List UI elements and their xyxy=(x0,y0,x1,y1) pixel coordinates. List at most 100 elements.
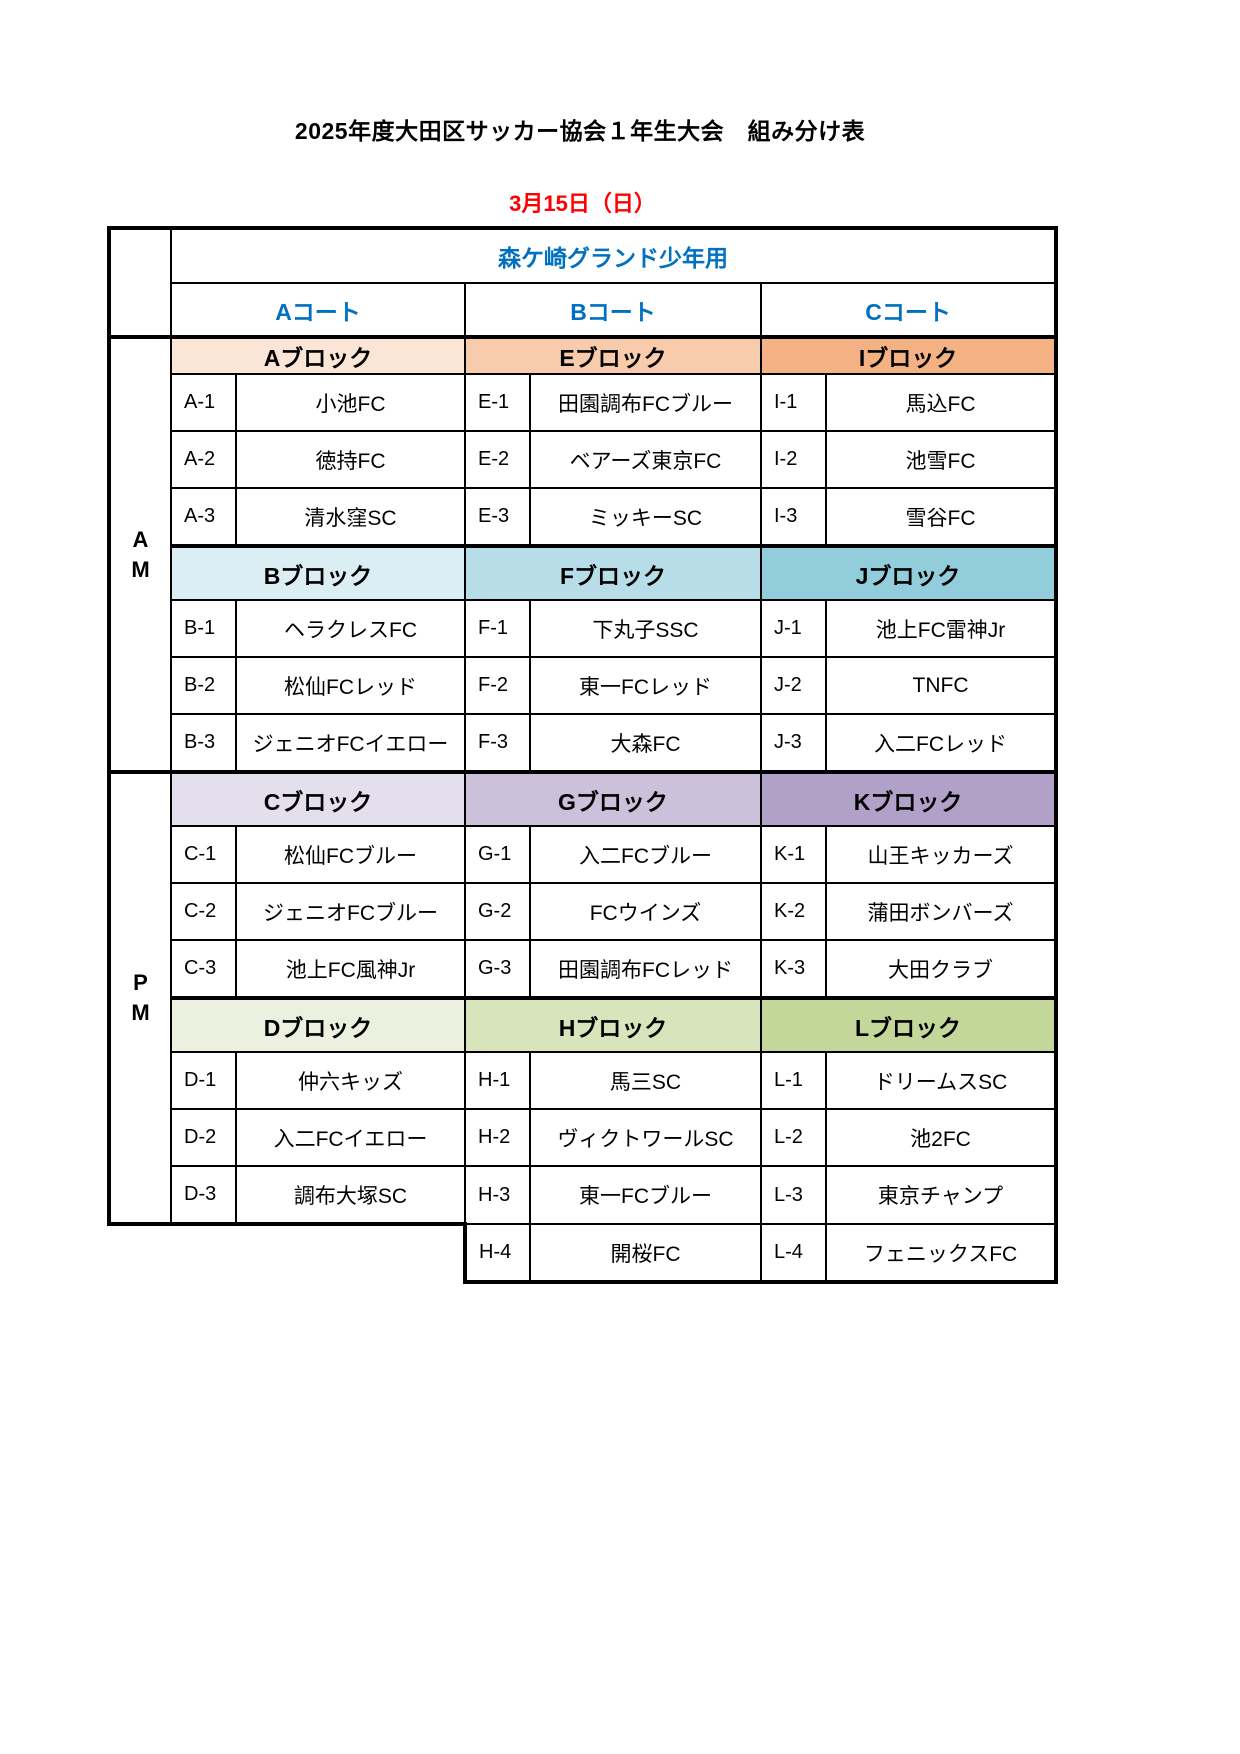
team-code: L-3 xyxy=(760,1165,827,1225)
block-header: Kブロック xyxy=(759,770,1059,827)
court-b: Bコート xyxy=(464,282,762,339)
team-code: J-2 xyxy=(760,656,827,715)
block-header: Iブロック xyxy=(759,336,1059,375)
team-name: 蒲田ボンバーズ xyxy=(824,882,1059,941)
team-code: E-2 xyxy=(464,430,531,489)
block-header: Dブロック xyxy=(170,996,466,1053)
team-name: 池雪FC xyxy=(824,430,1059,489)
block-header: Lブロック xyxy=(759,996,1059,1053)
block-header: Jブロック xyxy=(759,544,1059,601)
team-name: 東京チャンプ xyxy=(824,1165,1059,1225)
team-name: 入二FCレッド xyxy=(824,713,1059,773)
team-code: I-3 xyxy=(760,487,827,547)
team-code: C-2 xyxy=(170,882,237,941)
team-row: B-1 ヘラクレスFC F-1 下丸子SSC J-1 池上FC雷神Jr xyxy=(109,599,1059,658)
team-name: ジェニオFCイエロー xyxy=(235,713,466,773)
team-row: A-2 徳持FC E-2 ベアーズ東京FC I-2 池雪FC xyxy=(109,430,1059,489)
team-row: D-3 調布大塚SC H-3 東一FCブルー L-3 東京チャンプ xyxy=(109,1165,1059,1226)
team-name: フェニックスFC xyxy=(824,1223,1059,1284)
team-code: E-1 xyxy=(464,373,531,432)
block-header: Eブロック xyxy=(464,336,762,375)
grouping-table: 森ケ崎グランド少年用 Aコート Bコート Cコート A M Aブロック Eブロック I… xyxy=(107,226,1059,1284)
team-code: G-3 xyxy=(464,939,531,999)
block-header: Cブロック xyxy=(170,770,466,827)
venue-name: 森ケ崎グランド少年用 xyxy=(169,226,1059,284)
team-code: D-1 xyxy=(170,1051,237,1110)
team-code: J-3 xyxy=(760,713,827,773)
team-row: C-1 松仙FCブルー G-1 入二FCブルー K-1 山王キッカーズ xyxy=(109,825,1059,884)
team-name: 東一FCブルー xyxy=(529,1165,762,1225)
team-row: D-1 仲六キッズ H-1 馬三SC L-1 ドリームスSC xyxy=(109,1051,1059,1110)
team-name: 松仙FCレッド xyxy=(235,656,466,715)
team-code: C-3 xyxy=(170,939,237,999)
team-name: 小池FC xyxy=(235,373,466,432)
team-row: C-2 ジェニオFCブルー G-2 FCウインズ K-2 蒲田ボンバーズ xyxy=(109,882,1059,941)
team-row: H-4 開桜FC L-4 フェニックスFC xyxy=(109,1223,1059,1284)
team-name: 東一FCレッド xyxy=(529,656,762,715)
team-name: 開桜FC xyxy=(529,1223,762,1284)
session-label-text: A M xyxy=(131,526,150,582)
team-code: G-2 xyxy=(464,882,531,941)
court-c: Cコート xyxy=(759,282,1059,339)
court-row: Aコート Bコート Cコート xyxy=(109,282,1059,339)
team-code: K-1 xyxy=(760,825,827,884)
empty-area xyxy=(109,1224,465,1282)
team-code: B-1 xyxy=(170,599,237,658)
team-code: L-1 xyxy=(760,1051,827,1110)
block-header-row: Dブロック Hブロック Lブロック xyxy=(109,996,1059,1053)
team-name: 大森FC xyxy=(529,713,762,773)
team-code: K-3 xyxy=(760,939,827,999)
block-header: Gブロック xyxy=(464,770,762,827)
team-row: A-3 清水窪SC E-3 ミッキーSC I-3 雪谷FC xyxy=(109,487,1059,547)
team-name: 仲六キッズ xyxy=(235,1051,466,1110)
team-code: B-2 xyxy=(170,656,237,715)
team-code: F-3 xyxy=(464,713,531,773)
corner-cell xyxy=(107,226,172,339)
team-name: TNFC xyxy=(824,656,1059,715)
team-name: ミッキーSC xyxy=(529,487,762,547)
block-header: Aブロック xyxy=(170,336,466,375)
team-code: F-1 xyxy=(464,599,531,658)
team-row: D-2 入二FCイエロー H-2 ヴィクトワールSC L-2 池2FC xyxy=(109,1108,1059,1167)
team-code: H-3 xyxy=(464,1165,531,1225)
team-name: 山王キッカーズ xyxy=(824,825,1059,884)
team-name: 清水窪SC xyxy=(235,487,466,547)
session-label: P M xyxy=(107,770,172,1226)
team-code: E-3 xyxy=(464,487,531,547)
team-name: 田園調布FCブルー xyxy=(529,373,762,432)
court-a: Aコート xyxy=(170,282,466,339)
team-name: ヴィクトワールSC xyxy=(529,1108,762,1167)
team-row: B-3 ジェニオFCイエロー F-3 大森FC J-3 入二FCレッド xyxy=(109,713,1059,773)
team-code: I-2 xyxy=(760,430,827,489)
team-name: 池2FC xyxy=(824,1108,1059,1167)
team-code: D-3 xyxy=(170,1165,237,1226)
block-header-row: A M Aブロック Eブロック Iブロック xyxy=(107,336,1059,774)
team-code: G-1 xyxy=(464,825,531,884)
team-code: H-1 xyxy=(464,1051,531,1110)
team-code: A-3 xyxy=(170,487,237,547)
team-row: A-1 小池FC E-1 田園調布FCブルー I-1 馬込FC xyxy=(109,373,1059,432)
team-code: C-1 xyxy=(170,825,237,884)
team-name: 馬三SC xyxy=(529,1051,762,1110)
team-code: F-2 xyxy=(464,656,531,715)
team-code: D-2 xyxy=(170,1108,237,1167)
team-code: H-2 xyxy=(464,1108,531,1167)
venue-row: 森ケ崎グランド少年用 xyxy=(107,226,1059,339)
team-name: 雪谷FC xyxy=(824,487,1059,547)
block-header-row: P M Cブロック Gブロック Kブロック xyxy=(107,770,1059,1226)
block-header: Fブロック xyxy=(464,544,762,601)
team-name: 池上FC風神Jr xyxy=(235,939,466,999)
team-name: ベアーズ東京FC xyxy=(529,430,762,489)
team-name: 大田クラブ xyxy=(824,939,1059,999)
team-name: ジェニオFCブルー xyxy=(235,882,466,941)
team-name: 調布大塚SC xyxy=(235,1165,466,1226)
session-label: A M xyxy=(107,336,172,774)
block-header-row: Bブロック Fブロック Jブロック xyxy=(109,544,1059,601)
team-row: C-3 池上FC風神Jr G-3 田園調布FCレッド K-3 大田クラブ xyxy=(109,939,1059,999)
team-name: 池上FC雷神Jr xyxy=(824,599,1059,658)
team-code: J-1 xyxy=(760,599,827,658)
team-name: ヘラクレスFC xyxy=(235,599,466,658)
team-code: I-1 xyxy=(760,373,827,432)
team-name: ドリームスSC xyxy=(824,1051,1059,1110)
team-code: B-3 xyxy=(170,713,237,773)
